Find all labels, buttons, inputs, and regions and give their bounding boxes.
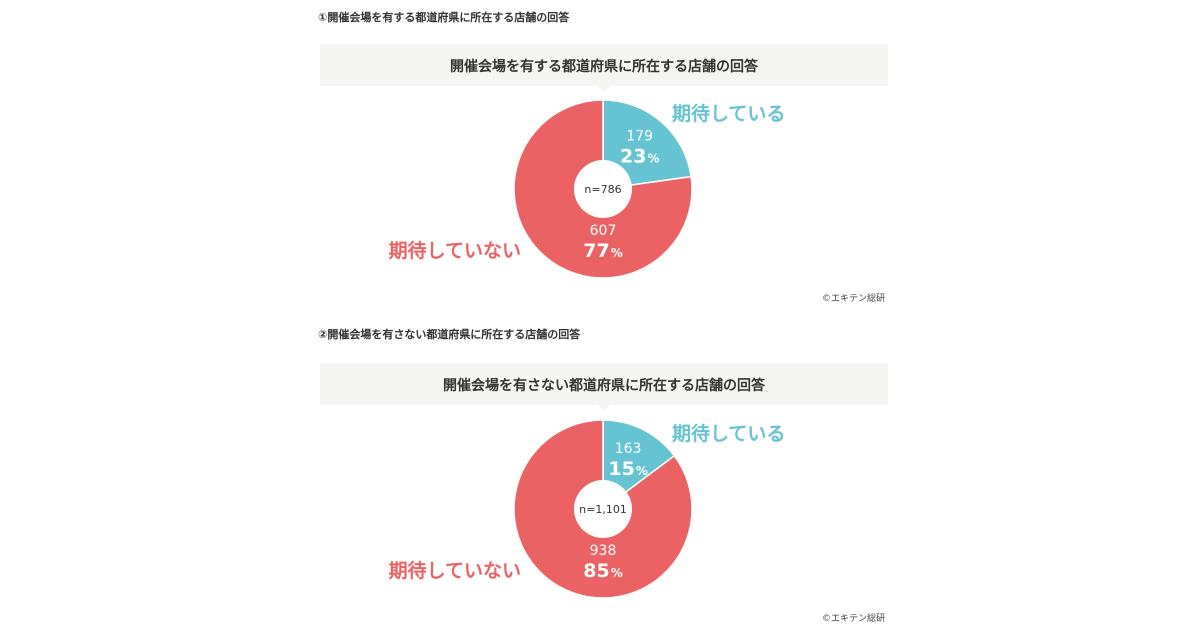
chart-title-2: 開催会場を有さない都道府県に所在する店舗の回答 <box>443 378 765 394</box>
percent-label-not-expecting: 85% <box>583 560 622 582</box>
section-heading-1: ①開催会場を有する都道府県に所在する店舗の回答 <box>318 11 570 24</box>
slice-expecting <box>602 99 692 190</box>
category-label-expecting: 期待している <box>672 102 785 125</box>
donut-hole <box>574 480 632 538</box>
count-label-not-expecting: 607 <box>590 223 617 239</box>
chart-title-band-2: 開催会場を有さない都道府県に所在する店舗の回答 <box>320 363 888 412</box>
section-heading-2: ②開催会場を有さない都道府県に所在する店舗の回答 <box>318 328 581 341</box>
chart-title-1: 開催会場を有する都道府県に所在する店舗の回答 <box>450 59 758 75</box>
percent-label-expecting: 23% <box>620 146 659 168</box>
percent-label-not-expecting: 77% <box>583 240 622 262</box>
credit-1: ©エキテン総研 <box>822 294 886 304</box>
count-label-expecting: 179 <box>626 129 653 145</box>
count-label-not-expecting: 938 <box>590 543 617 559</box>
percent-label-expecting: 15% <box>608 458 647 480</box>
donut-hole <box>574 160 632 218</box>
credit-2: ©エキテン総研 <box>822 614 886 624</box>
category-label-not-expecting: 期待していない <box>389 559 521 582</box>
title-pointer-2 <box>598 405 610 412</box>
category-label-expecting: 期待している <box>672 422 785 445</box>
sample-size-label: n=1,101 <box>579 503 627 516</box>
sample-size-label: n=786 <box>584 183 621 196</box>
chart-title-band-1: 開催会場を有する都道府県に所在する店舗の回答 <box>320 44 888 93</box>
count-label-expecting: 163 <box>615 441 642 457</box>
category-label-not-expecting: 期待していない <box>389 239 521 262</box>
title-pointer-1 <box>598 86 610 93</box>
